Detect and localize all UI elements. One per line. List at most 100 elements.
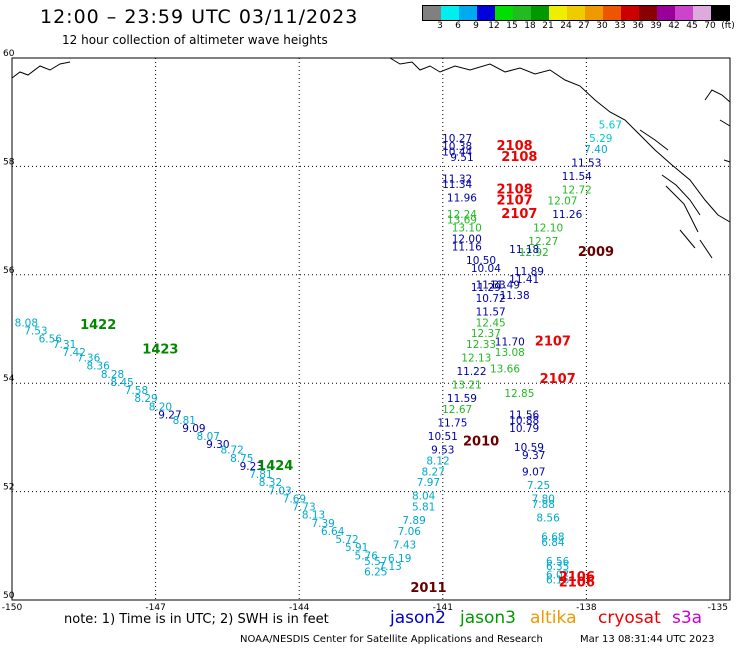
wave-height-reading: 7.43: [393, 540, 416, 552]
y-axis-label: 52: [3, 483, 14, 493]
track-time-label: 2011: [410, 581, 446, 596]
wave-height-reading: 8.75: [230, 453, 253, 465]
color-legend-bar: [422, 5, 730, 21]
wave-height-reading: 13.66: [490, 363, 520, 375]
color-swatch-15: [693, 6, 711, 20]
wave-height-reading: 11.70: [495, 336, 525, 348]
color-swatch-5: [513, 6, 531, 20]
color-legend-label: 30: [596, 21, 608, 31]
wave-height-reading: 6.07: [546, 569, 569, 581]
wave-height-reading: 5.67: [599, 119, 622, 131]
wave-height-reading: 12.37: [471, 328, 501, 340]
wave-height-reading: 7.42: [63, 347, 86, 359]
color-legend-label: (ft): [721, 21, 735, 31]
wave-height-reading: 13.21: [452, 380, 482, 392]
y-axis-labels: 60 58 56 54 52 50: [3, 49, 15, 601]
wave-height-reading: 12.72: [562, 185, 592, 197]
wave-height-reading: 7.39: [311, 518, 334, 530]
wave-height-reading: 12.67: [442, 404, 472, 416]
track-time-label: 2107: [497, 193, 533, 208]
wave-height-reading: 11.75: [437, 418, 467, 430]
satellite-legend-jason3: jason3: [460, 608, 516, 628]
wave-height-reading: 7.58: [125, 385, 148, 397]
color-swatch-6: [531, 6, 549, 20]
wave-height-reading: 7.25: [527, 480, 550, 492]
color-swatch-4: [495, 6, 513, 20]
satellite-legend-s3a: s3a: [672, 608, 703, 628]
wave-height-reading: 13.10: [452, 222, 482, 234]
wave-height-reading: 11.89: [514, 266, 544, 278]
wave-height-reading: 9.27: [158, 409, 181, 421]
wave-height-reading: 8.13: [302, 510, 325, 522]
y-axis-label: 58: [3, 157, 15, 167]
color-legend-label: 24: [560, 21, 572, 31]
wave-height-reading: 10.59: [514, 442, 544, 454]
wave-height-reading: 6.64: [321, 526, 345, 538]
wave-height-reading: 7.97: [417, 477, 440, 489]
x-axis-label: -150: [2, 603, 23, 613]
wave-height-reading: 7.80: [532, 493, 555, 505]
wave-height-reading: 7.03: [268, 485, 291, 497]
wave-height-reading: 7.06: [398, 526, 422, 538]
x-axis-label: -144: [289, 603, 310, 613]
map-grid: [12, 58, 730, 600]
x-axis-label: -135: [708, 603, 728, 613]
color-swatch-8: [567, 6, 585, 20]
wave-height-reading: 8.45: [110, 377, 133, 389]
color-legend-label: 45: [686, 21, 698, 31]
color-swatch-3: [477, 6, 495, 20]
wave-height-reading: 7.73: [292, 502, 315, 514]
wave-height-reading: 11.59: [447, 393, 477, 405]
wave-height-reading: 6.19: [388, 553, 411, 565]
color-legend-label: 33: [614, 21, 626, 31]
color-legend-labels: 3 6 9 12 15 18 21 24 27 30 33 36 39 42 45 70 (ft): [422, 21, 736, 33]
track-time-labels: 1422142314242011201020092108210821082107…: [80, 139, 614, 596]
track-time-label: 2108: [501, 150, 537, 165]
credit-line: NOAA/NESDIS Center for Satellite Applica…: [240, 634, 543, 645]
color-legend-label: 15: [506, 21, 518, 31]
wave-height-reading: 11.32: [442, 174, 472, 186]
x-axis-labels: -150 -147 -144 -141 -138 -135: [2, 603, 728, 613]
wave-height-reading: 12.85: [504, 388, 534, 400]
wave-height-reading: 10.50: [466, 255, 496, 267]
wave-height-reading: 12.92: [519, 247, 549, 259]
color-legend-label: 6: [455, 21, 461, 31]
track-time-label: 1422: [80, 318, 116, 333]
wave-height-reading: 12.24: [447, 209, 477, 221]
wave-height-reading: 11.18: [509, 244, 539, 256]
x-axis-label: -138: [576, 603, 597, 613]
color-swatch-13: [657, 6, 675, 20]
wave-height-reading: 10.72: [476, 293, 506, 305]
color-swatch-12: [639, 6, 657, 20]
wave-height-reading: 8.27: [422, 466, 445, 478]
wave-height-reading: 7.53: [24, 325, 47, 337]
wave-height-reading: 10.51: [428, 431, 458, 443]
wave-height-reading: 9.37: [522, 450, 545, 462]
color-legend-label: 39: [650, 21, 662, 31]
color-swatch-16: [711, 6, 729, 20]
wave-height-reading: 10.27: [442, 133, 472, 145]
wave-height-reading: 5.29: [589, 133, 612, 145]
wave-height-reading: 5.91: [345, 542, 368, 554]
color-swatch-10: [603, 6, 621, 20]
wave-height-reading: 13.69: [447, 214, 477, 226]
wave-height-reading: 8.20: [149, 401, 172, 413]
wave-height-reading: 9.23: [240, 461, 263, 473]
wave-height-reading: 7.36: [77, 353, 101, 365]
wave-height-reading: 9.07: [522, 466, 545, 478]
wave-height-reading: 8.07: [197, 431, 220, 443]
wave-height-reading: 12.07: [547, 195, 577, 207]
wave-height-reading: 8.72: [220, 445, 243, 457]
track-time-label: 1423: [142, 342, 178, 357]
wave-height-reading: 5.81: [412, 502, 435, 514]
alaska-coastline: [11, 57, 731, 259]
wave-height-reading: 5.72: [335, 534, 358, 546]
generated-timestamp: Mar 13 08:31:44 UTC 2023: [580, 634, 715, 645]
wave-height-reading: 11.96: [447, 193, 477, 205]
wave-height-reading: 6.84: [541, 537, 565, 549]
color-legend-label: 36: [632, 21, 644, 31]
color-swatch-7: [549, 6, 567, 20]
wave-height-reading: 12.45: [476, 317, 506, 329]
page-subtitle: 12 hour collection of altimeter wave hei…: [62, 33, 328, 47]
track-time-label: 2107: [501, 207, 537, 222]
